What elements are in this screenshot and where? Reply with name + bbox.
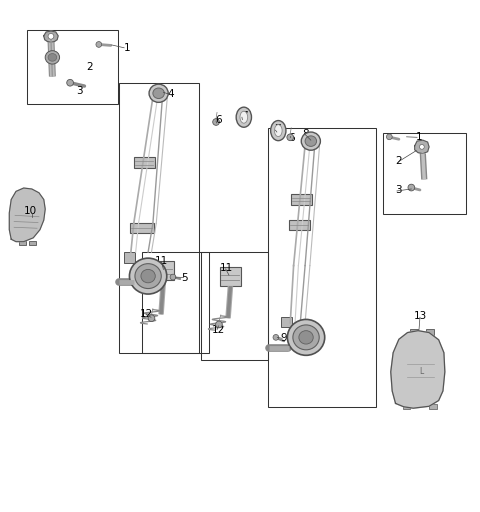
Circle shape [287, 134, 294, 141]
Ellipse shape [45, 51, 60, 64]
Text: 4: 4 [168, 89, 174, 99]
Text: 9: 9 [281, 333, 288, 344]
Text: 2: 2 [86, 62, 93, 72]
Bar [405, 347, 436, 395]
Polygon shape [44, 31, 58, 42]
Text: 3: 3 [76, 86, 83, 96]
Bar [130, 223, 154, 233]
Bar [426, 329, 434, 335]
Text: 12: 12 [140, 309, 153, 319]
Text: 6: 6 [288, 133, 295, 143]
Text: 5: 5 [181, 272, 188, 283]
Bar [289, 220, 310, 230]
Circle shape [408, 184, 415, 191]
Polygon shape [391, 331, 445, 408]
Circle shape [148, 315, 155, 322]
Circle shape [386, 134, 392, 140]
Bar [19, 241, 25, 245]
Bar [153, 261, 174, 280]
Circle shape [273, 334, 279, 340]
Ellipse shape [301, 132, 321, 150]
Text: 10: 10 [24, 206, 37, 217]
Text: 11: 11 [155, 256, 168, 266]
Bar [281, 317, 292, 327]
Text: 7: 7 [274, 124, 281, 134]
Bar [291, 194, 312, 205]
Text: 13: 13 [414, 311, 428, 321]
Ellipse shape [288, 319, 324, 355]
Text: 2: 2 [396, 156, 402, 166]
Text: 12: 12 [212, 325, 225, 335]
Text: 7: 7 [241, 111, 248, 121]
Circle shape [67, 79, 73, 86]
Text: 1: 1 [416, 132, 423, 142]
Text: 11: 11 [220, 263, 233, 273]
Ellipse shape [130, 258, 167, 294]
Circle shape [170, 274, 176, 280]
Ellipse shape [236, 107, 252, 127]
Ellipse shape [240, 111, 248, 123]
Polygon shape [415, 140, 429, 154]
Bar [120, 83, 199, 353]
Circle shape [48, 33, 54, 39]
Polygon shape [9, 188, 45, 242]
Text: 6: 6 [215, 115, 222, 124]
Bar [142, 252, 209, 353]
Bar [410, 329, 418, 335]
Ellipse shape [299, 331, 313, 344]
Bar [383, 133, 466, 214]
Bar [27, 30, 118, 104]
Bar [220, 267, 241, 286]
Bar [403, 404, 410, 409]
Text: 1: 1 [124, 43, 131, 53]
Ellipse shape [153, 88, 164, 98]
Bar [268, 127, 376, 407]
Bar [134, 157, 155, 168]
Circle shape [213, 119, 219, 125]
Ellipse shape [135, 264, 161, 289]
Text: 3: 3 [396, 185, 402, 195]
Ellipse shape [275, 124, 282, 137]
Ellipse shape [271, 120, 286, 141]
Bar [429, 404, 437, 409]
Bar [201, 252, 268, 360]
Ellipse shape [293, 325, 319, 350]
Ellipse shape [305, 136, 317, 146]
Ellipse shape [48, 54, 57, 61]
Bar [124, 252, 135, 263]
Bar [29, 241, 36, 245]
Circle shape [420, 144, 424, 150]
Text: 8: 8 [303, 129, 310, 139]
Circle shape [216, 321, 222, 328]
Ellipse shape [149, 84, 168, 102]
Circle shape [96, 41, 102, 47]
Ellipse shape [141, 269, 156, 283]
Text: L: L [419, 367, 423, 376]
